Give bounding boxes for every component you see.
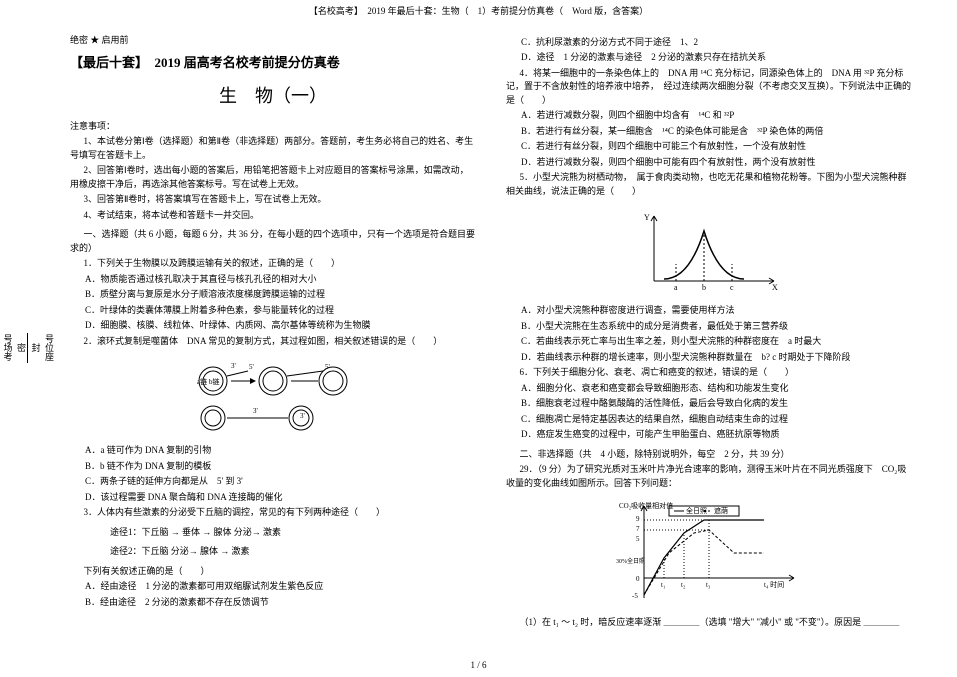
svg-text:Y: Y [644, 213, 650, 222]
q1-stem: 1．下列关于生物膜以及跨膜运输有关的叙述，正确的是（ ） [70, 257, 476, 271]
part2-header: 二、非选择题（共 4 小题，除特别说明外，每空 2 分，共 39 分） [506, 448, 912, 462]
notice-header: 注意事项： [70, 120, 476, 134]
q4-stem: 4．将某一细胞中的一条染色体上的 DNA 用 ¹⁴C 充分标记，同源染色体上的 … [506, 67, 912, 108]
q6-stem: 6．下列关于细胞分化、衰老、凋亡和癌变的叙述，错误的是（ ） [506, 366, 912, 380]
spine-room-no: 号场考 [0, 334, 14, 361]
part1-header: 一、选择题（共 6 小题，每题 6 分，共 36 分，在每小题的四个选项中，只有… [70, 228, 476, 255]
q1-opt-d: D．细胞膜、核膜、线粒体、叶绿体、内质网、高尔基体等统称为生物膜 [85, 319, 476, 333]
svg-text:全日照: 全日照 [686, 506, 707, 515]
q4-opt-d: D．若进行减数分裂，则四个细胞中可能有四个有放射性，两个没有放射性 [521, 156, 912, 170]
q2-opt-a: A．a 链可作为 DNA 复制的引物 [85, 444, 476, 458]
spine-seat-no: 号位座 [42, 334, 56, 361]
svg-text:b链: b链 [209, 377, 220, 386]
subject-title: 生 物（一） [70, 83, 476, 110]
q1-opt-a: A．物质能否通过核孔取决于其直径与核孔孔径的相对大小 [85, 273, 476, 287]
co2-chart-figure: CO₂吸收量相对值 全日照 遮荫 9 7 5 30%全日照 0 -5 t₁ [506, 498, 912, 608]
q4-opt-a: A．若进行减数分裂，则四个细胞中均含有 ¹⁴C 和 ³²P [521, 109, 912, 123]
q5-stem: 5．小型犬浣熊为树栖动物， 属于食肉类动物，也吃无花果和植物花粉等。下图为小型犬… [506, 171, 912, 198]
svg-text:t₄ 时间: t₄ 时间 [764, 580, 784, 589]
secret-label: 绝密 ★ 启用前 [70, 34, 476, 48]
q3-opt-a: A．经由途径 1 分泌的激素都可用双缩脲试剂发生紫色反应 [85, 580, 476, 594]
spine-seal: 封 [28, 343, 42, 352]
pathway-1: 途径1：下丘脑 → 垂体 → 腺体 分泌→ 激素 [110, 526, 476, 540]
svg-text:9: 9 [636, 515, 640, 523]
q5-opt-b: B．小型犬浣熊在生态系统中的成分是消费者，最低处于第三营养级 [521, 320, 912, 334]
q5-opt-a: A．对小型犬浣熊种群密度进行调查，需要使用样方法 [521, 304, 912, 318]
rolling-circle-svg: a链 b链 3' 5' 5' 3' 3' [183, 356, 363, 436]
q6-opt-d: D．癌症发生癌变的过程中，可能产生甲胎蛋白、癌胚抗原等物质 [521, 428, 912, 442]
svg-text:t₂: t₂ [681, 581, 686, 589]
q3-stem: 3．人体内有些激素的分泌受下丘脑的调控，常见的有下列两种途径（ ） [70, 506, 476, 520]
q2-opt-b: B．b 链不作为 DNA 复制的模板 [85, 460, 476, 474]
binding-spine: 号位座 封 密 号场考 不 订 装 号证考准 只 卷 名姓 此 级班 [30, 34, 55, 632]
rolling-circle-figure: a链 b链 3' 5' 5' 3' 3' [70, 356, 476, 436]
svg-text:0: 0 [636, 575, 640, 583]
q29-stem: 29．（9 分）为了研究光质对玉米叶片净光合速率的影响，测得玉米叶片在不同光质强… [506, 463, 912, 490]
bell-curve-figure: a b c X Y [506, 206, 912, 296]
notice-item: 3、回答第Ⅱ卷时，将答案填写在答题卡上，写在试卷上无效。 [70, 193, 476, 207]
svg-text:X: X [772, 283, 778, 292]
svg-text:CO₂吸收量相对值: CO₂吸收量相对值 [619, 501, 673, 510]
notice-item: 4、考试结束，将本试卷和答题卡一并交回。 [70, 209, 476, 223]
svg-text:c: c [730, 283, 734, 292]
svg-text:b: b [702, 283, 706, 292]
q5-opt-d: D．若曲线表示种群的增长速率，则小型犬浣熊种群数量在 b? c 时期处于下降阶段 [521, 351, 912, 365]
spine-secret: 密 [14, 343, 28, 352]
q2-opt-d: D．该过程需要 DNA 聚合酶和 DNA 连接酶的催化 [85, 491, 476, 505]
page-footer: 1 / 6 [0, 659, 957, 673]
q3-opt-b: B．经由途径 2 分泌的激素都不存在反馈调节 [85, 596, 476, 610]
q3-sub: 下列有关叙述正确的是（ ） [70, 565, 476, 579]
svg-text:t₃: t₃ [706, 581, 711, 589]
left-column: 绝密 ★ 启用前 【最后十套】 2019 届高考名校考前提分仿真卷 生 物（一）… [55, 34, 491, 632]
svg-text:t₁: t₁ [661, 581, 665, 589]
svg-text:a链: a链 [197, 377, 207, 386]
q4-opt-c: C．若进行有丝分裂，则四个细胞中可能三个有放射性，一个没有放射性 [521, 140, 912, 154]
notice-item: 1、本试卷分第Ⅰ卷（选择题）和第Ⅱ卷（非选择题）两部分。答题前，考生务必将自己的… [70, 135, 476, 162]
svg-text:遮荫: 遮荫 [714, 506, 728, 515]
exam-title: 【最后十套】 2019 届高考名校考前提分仿真卷 [70, 53, 476, 73]
co2-chart-svg: CO₂吸收量相对值 全日照 遮荫 9 7 5 30%全日照 0 -5 t₁ [614, 498, 804, 608]
q3-opt-d: D．途径 1 分泌的激素与途径 2 分泌的激素只存在拮抗关系 [521, 51, 912, 65]
q6-opt-b: B．细胞衰老过程中酪氨酸酶的活性降低，最后会导致白化病的发生 [521, 397, 912, 411]
svg-text:7: 7 [636, 525, 640, 533]
q2-stem: 2．滚环式复制是噬菌体 DNA 常见的复制方式，其过程如图，相关叙述错误的是（ … [70, 335, 476, 349]
q6-opt-c: C．细胞凋亡是特定基因表达的结果自然，细胞自动结束生命的过程 [521, 413, 912, 427]
header-bar: 【名校高考】 2019 年最后十套：生物（ 1）考前提分仿真卷（ Word 版，… [0, 0, 957, 24]
page-body: 号位座 封 密 号场考 不 订 装 号证考准 只 卷 名姓 此 级班 绝密 ★ … [0, 24, 957, 642]
q6-opt-a: A．细胞分化、衰老和癌变都会导致细胞形态、结构和功能发生变化 [521, 382, 912, 396]
q1-opt-b: B．质壁分离与复原是水分子顺溶液浓度梯度跨膜运输的过程 [85, 288, 476, 302]
svg-text:-5: -5 [632, 592, 638, 600]
pathway-2: 途径2：下丘脑 分泌→ 腺体 → 激素 [110, 545, 476, 559]
q29-sub: （1）在 t₁ ～ t₂ 时，暗反应速率逐渐 ＿＿＿＿（选填 "增大" "减小"… [506, 616, 912, 630]
svg-text:a: a [674, 283, 678, 292]
notice-item: 2、回答第Ⅰ卷时，选出每小题的答案后，用铅笔把答题卡上对应题目的答案标号涂黑，如… [70, 164, 476, 191]
q5-opt-c: C．若曲线表示死亡率与出生率之差，则小型犬浣熊的种群密度在 a 时最大 [521, 335, 912, 349]
q2-opt-c: C．两条子链的延伸方向都是从 5' 到 3' [85, 475, 476, 489]
q4-opt-b: B．若进行有丝分裂，某一细胞含 ¹⁴C 的染色体可能是含 ³²P 染色体的两倍 [521, 125, 912, 139]
bell-curve-svg: a b c X Y [634, 206, 784, 296]
svg-text:3': 3' [253, 407, 258, 415]
q1-opt-c: C．叶绿体的类囊体薄膜上附着多种色素，参与能量转化的过程 [85, 304, 476, 318]
right-column: C．抗利尿激素的分泌方式不同于途径 1、2 D．途径 1 分泌的激素与途径 2 … [491, 34, 927, 632]
svg-text:30%全日照: 30%全日照 [616, 557, 645, 565]
svg-text:5': 5' [325, 363, 330, 371]
svg-text:3': 3' [300, 412, 305, 420]
q3-opt-c: C．抗利尿激素的分泌方式不同于途径 1、2 [521, 36, 912, 50]
svg-text:5: 5 [636, 535, 640, 543]
svg-text:5': 5' [249, 363, 254, 371]
svg-text:3': 3' [231, 362, 236, 370]
